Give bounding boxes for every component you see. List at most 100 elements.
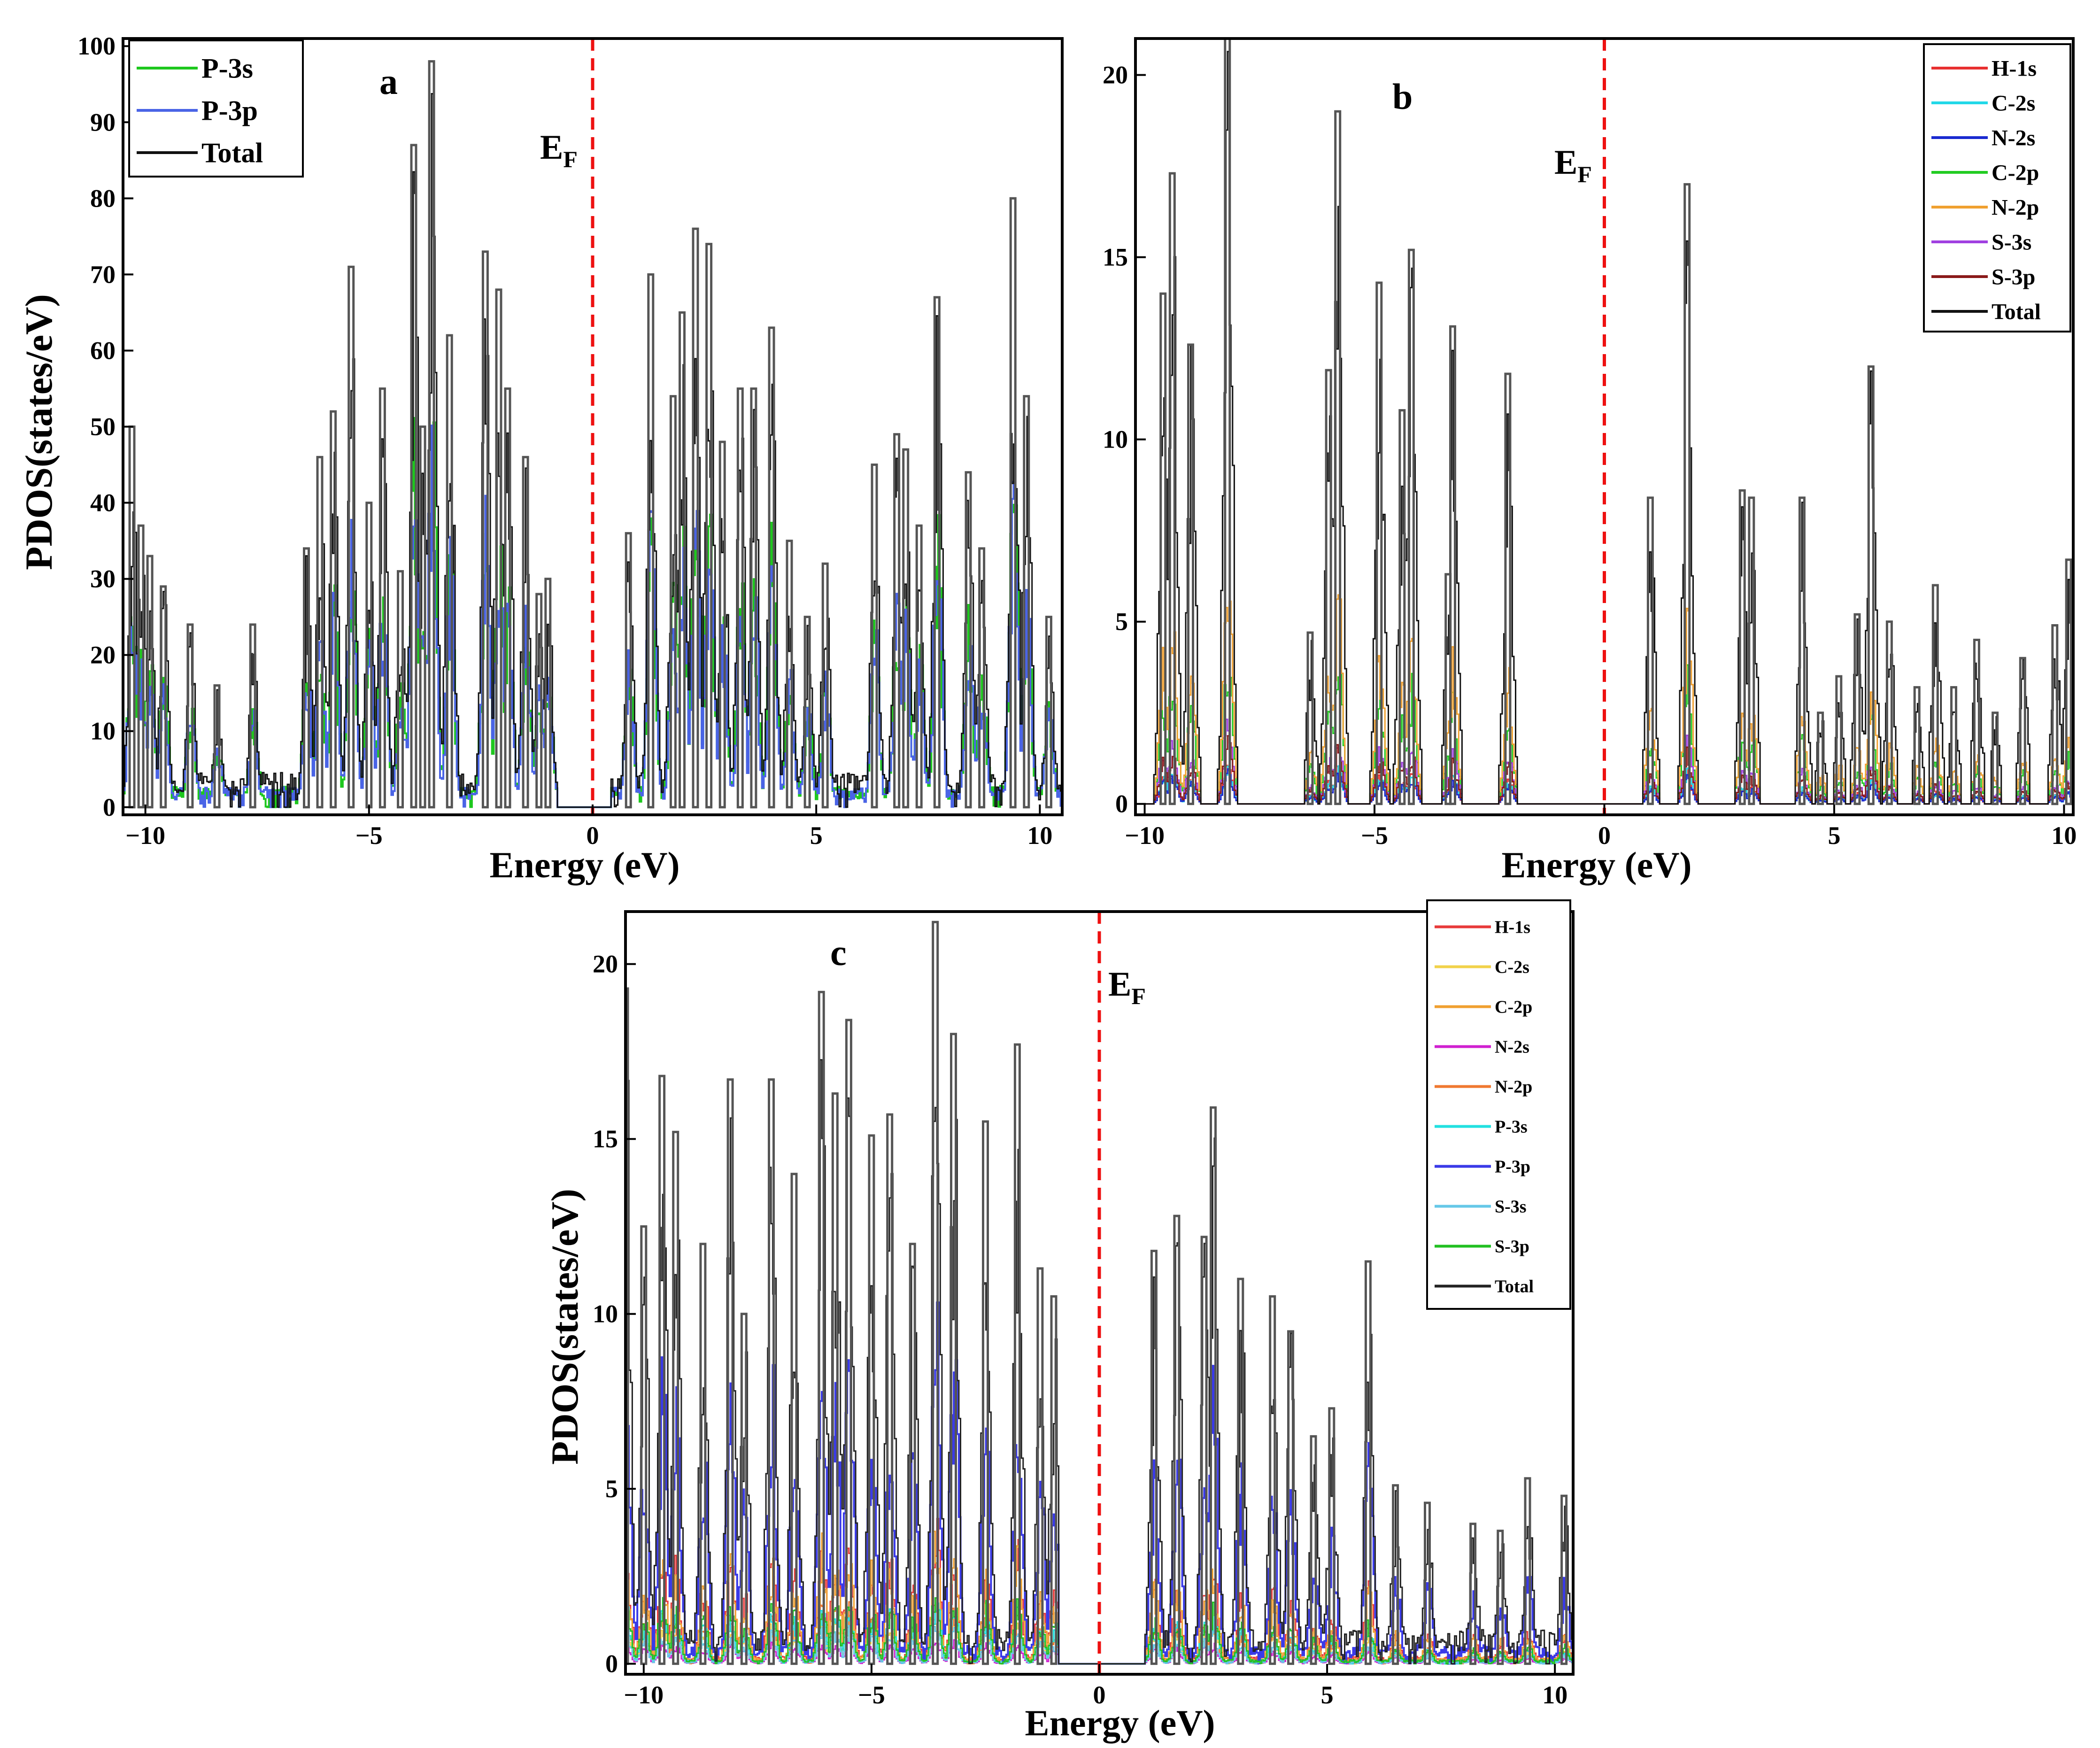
- total-peak-mark: [303, 547, 310, 809]
- panel-c-chart: −10 −5 0 5 10 0 5 10 15 20 Energy (eV) PDOS(stat…: [543, 899, 1575, 1743]
- fermi-label-subscript: F: [563, 146, 578, 172]
- total-peak-mark: [1306, 631, 1314, 805]
- total-peak-mark: [249, 623, 256, 809]
- x-axis: −10 −5 0 5 10: [1125, 804, 2077, 850]
- total-peak-mark: [428, 60, 435, 809]
- legend-label: C-2s: [1992, 91, 2035, 116]
- total-peak-mark: [786, 540, 793, 809]
- y-tick-label: 10: [90, 717, 116, 745]
- total-peak-mark: [1992, 712, 1999, 805]
- total-peak-mark: [544, 578, 552, 809]
- total-peak-mark: [658, 1075, 666, 1665]
- total-peak-mark: [1159, 292, 1167, 805]
- y-tick-label: 60: [90, 336, 116, 364]
- total-peak-mark: [672, 1130, 679, 1665]
- total-peak-mark: [1392, 1484, 1399, 1665]
- legend: P-3s P-3p Total: [128, 39, 304, 178]
- x-tick-label: −10: [1125, 821, 1165, 850]
- total-peak-mark: [679, 311, 686, 809]
- y-axis: 0 5 10 15 20: [1103, 61, 1146, 818]
- legend-label: N-2p: [1495, 1077, 1532, 1097]
- total-peak-mark: [1173, 1214, 1181, 1665]
- x-tick-label: 5: [1321, 1681, 1334, 1709]
- total-peak-mark: [1524, 1477, 1531, 1665]
- total-peak-mark: [419, 425, 426, 809]
- x-tick-label: 5: [810, 821, 823, 850]
- total-peak-mark: [750, 387, 757, 809]
- legend-label: C-2p: [1495, 997, 1532, 1017]
- total-peak-mark: [1835, 675, 1843, 805]
- total-peak-mark: [410, 144, 417, 809]
- total-peak-mark: [909, 1243, 916, 1665]
- legend-label: H-1s: [1992, 56, 2037, 81]
- fermi-label-subscript: F: [1577, 161, 1592, 187]
- total-peak-mark: [213, 684, 221, 809]
- total-peak-mark: [1504, 372, 1512, 805]
- y-tick-label: 15: [593, 1125, 618, 1153]
- fermi-label-subscript: F: [1131, 983, 1146, 1009]
- y-tick-label: 80: [90, 184, 116, 212]
- total-peak-mark: [1950, 686, 1957, 805]
- y-axis: 0 5 10 15 20: [593, 950, 636, 1678]
- legend-label: P-3p: [1495, 1157, 1530, 1176]
- legend-label: P-3s: [201, 53, 253, 84]
- x-tick-label: 5: [1828, 821, 1840, 850]
- total-peak-mark: [1853, 613, 1861, 805]
- total-peak-mark: [625, 987, 629, 1665]
- y-tick-label: 90: [90, 108, 116, 136]
- total-peak-mark: [1009, 197, 1017, 809]
- total-peak-mark: [160, 585, 167, 809]
- total-peak-mark: [902, 448, 910, 809]
- y-tick-label: 20: [1103, 61, 1128, 89]
- x-axis-title: Energy (eV): [1501, 844, 1691, 885]
- total-peak-mark: [831, 1092, 839, 1665]
- total-peak-mark: [1237, 1277, 1244, 1665]
- total-peak-mark: [965, 471, 972, 809]
- total-peak-mark: [768, 326, 775, 809]
- x-axis-title: Energy (eV): [489, 844, 679, 885]
- total-peak-mark: [736, 387, 744, 809]
- total-peak-mark: [705, 243, 713, 809]
- total-peak-mark: [625, 532, 632, 809]
- total-peak-mark: [1407, 248, 1415, 805]
- total-peak-mark: [481, 250, 489, 809]
- legend-label: P-3s: [1495, 1117, 1528, 1137]
- total-peak-mark: [1310, 1435, 1317, 1665]
- legend-label: N-2s: [1495, 1037, 1529, 1057]
- series-total-line: [625, 1043, 1573, 1665]
- total-peak-mark: [347, 265, 355, 809]
- total-peak-mark: [1200, 1236, 1208, 1665]
- total-peak-mark: [740, 1313, 748, 1665]
- total-peak-mark: [504, 387, 511, 809]
- y-tick-label: 50: [90, 413, 116, 441]
- series-layer: [1135, 39, 2073, 805]
- total-peak-mark: [1817, 712, 1824, 805]
- total-peak-mark: [886, 1113, 894, 1665]
- y-tick-label: 10: [593, 1300, 618, 1328]
- y-axis-title: PDOS(states/eV): [17, 294, 60, 570]
- total-peak-mark: [871, 464, 878, 809]
- total-peak-mark: [1444, 573, 1452, 805]
- total-peak-mark: [726, 1078, 734, 1665]
- panel-label-c: c: [830, 932, 847, 973]
- total-peak-mark: [933, 296, 941, 809]
- total-peak-mark: [1364, 1260, 1372, 1665]
- total-peak-mark: [1931, 584, 1939, 805]
- y-tick-label: 70: [90, 260, 116, 288]
- total-peak-mark: [186, 623, 194, 809]
- y-tick-label: 30: [90, 565, 116, 593]
- legend-box: [1426, 899, 1571, 1310]
- total-peak-mark: [378, 387, 386, 809]
- total-peak-mark: [1187, 343, 1194, 805]
- total-peak-mark: [978, 547, 986, 809]
- total-peak-mark: [803, 616, 811, 809]
- total-peak-mark: [818, 990, 825, 1665]
- total-peak-mark: [1150, 1250, 1158, 1665]
- legend-label: S-3p: [1992, 264, 2035, 289]
- total-peak-mark: [535, 593, 543, 809]
- total-peak-mark: [1224, 39, 1231, 805]
- total-peak-mark: [669, 395, 677, 809]
- x-tick-label: −5: [355, 821, 383, 850]
- x-axis: −10 −5 0 5 10: [125, 804, 1052, 850]
- total-peak-mark: [2065, 558, 2072, 805]
